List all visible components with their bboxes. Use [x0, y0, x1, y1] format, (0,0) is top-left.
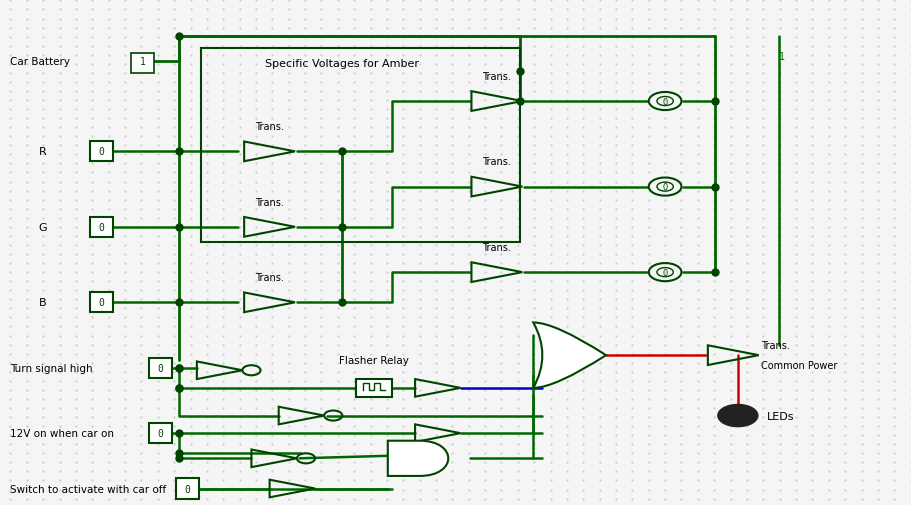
Bar: [355, 379, 392, 397]
Text: 0: 0: [98, 147, 104, 157]
Text: Car Battery: Car Battery: [10, 57, 70, 67]
Text: 0: 0: [661, 97, 667, 107]
Text: Switch to activate with car off: Switch to activate with car off: [10, 484, 167, 493]
Circle shape: [717, 405, 757, 427]
Text: 0: 0: [98, 222, 104, 232]
Text: Specific Voltages for Amber: Specific Voltages for Amber: [265, 59, 418, 69]
Text: G: G: [38, 222, 46, 232]
Text: Turn signal high: Turn signal high: [10, 363, 93, 373]
Text: Trans.: Trans.: [760, 340, 789, 350]
PathPatch shape: [533, 323, 605, 388]
Text: 12V on when car on: 12V on when car on: [10, 428, 115, 438]
Text: 0: 0: [185, 484, 190, 493]
Bar: [90, 217, 113, 237]
Bar: [149, 423, 171, 443]
Text: 0: 0: [158, 363, 163, 373]
Bar: [176, 479, 199, 498]
Bar: [90, 142, 113, 162]
Text: 0: 0: [661, 183, 667, 192]
Text: Trans.: Trans.: [255, 122, 283, 132]
Text: R: R: [39, 147, 46, 157]
PathPatch shape: [387, 441, 448, 476]
Text: 1: 1: [139, 57, 145, 67]
Text: Common Power: Common Power: [760, 361, 836, 371]
Text: B: B: [39, 298, 46, 308]
Text: 0: 0: [158, 428, 163, 438]
Text: Trans.: Trans.: [255, 197, 283, 207]
Bar: [131, 54, 154, 74]
Bar: [90, 293, 113, 313]
Text: 1: 1: [778, 52, 784, 62]
Text: 0: 0: [98, 298, 104, 308]
Text: Trans.: Trans.: [482, 242, 511, 252]
Bar: [149, 358, 171, 378]
Text: Trans.: Trans.: [255, 273, 283, 283]
Text: 0: 0: [661, 268, 667, 277]
Text: Trans.: Trans.: [482, 72, 511, 82]
Text: Trans.: Trans.: [482, 157, 511, 167]
Text: Flasher Relay: Flasher Relay: [339, 356, 409, 366]
Text: LEDs: LEDs: [766, 411, 793, 421]
